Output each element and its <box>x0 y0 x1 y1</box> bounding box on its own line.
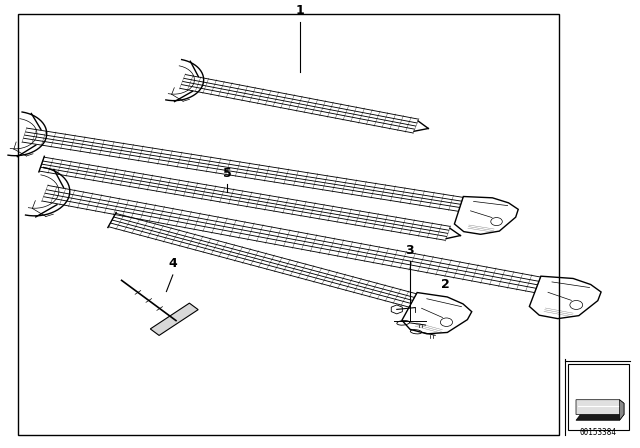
Text: 2: 2 <box>441 278 450 291</box>
Polygon shape <box>620 400 624 420</box>
Bar <box>18 14 559 435</box>
Text: 4: 4 <box>168 257 177 270</box>
Text: 5: 5 <box>223 167 232 180</box>
Polygon shape <box>576 400 624 414</box>
Polygon shape <box>576 414 624 420</box>
Bar <box>568 364 629 430</box>
Text: 1: 1 <box>295 4 304 17</box>
Text: 00153384: 00153384 <box>580 428 617 437</box>
Polygon shape <box>150 303 198 336</box>
Text: 3: 3 <box>405 244 414 257</box>
